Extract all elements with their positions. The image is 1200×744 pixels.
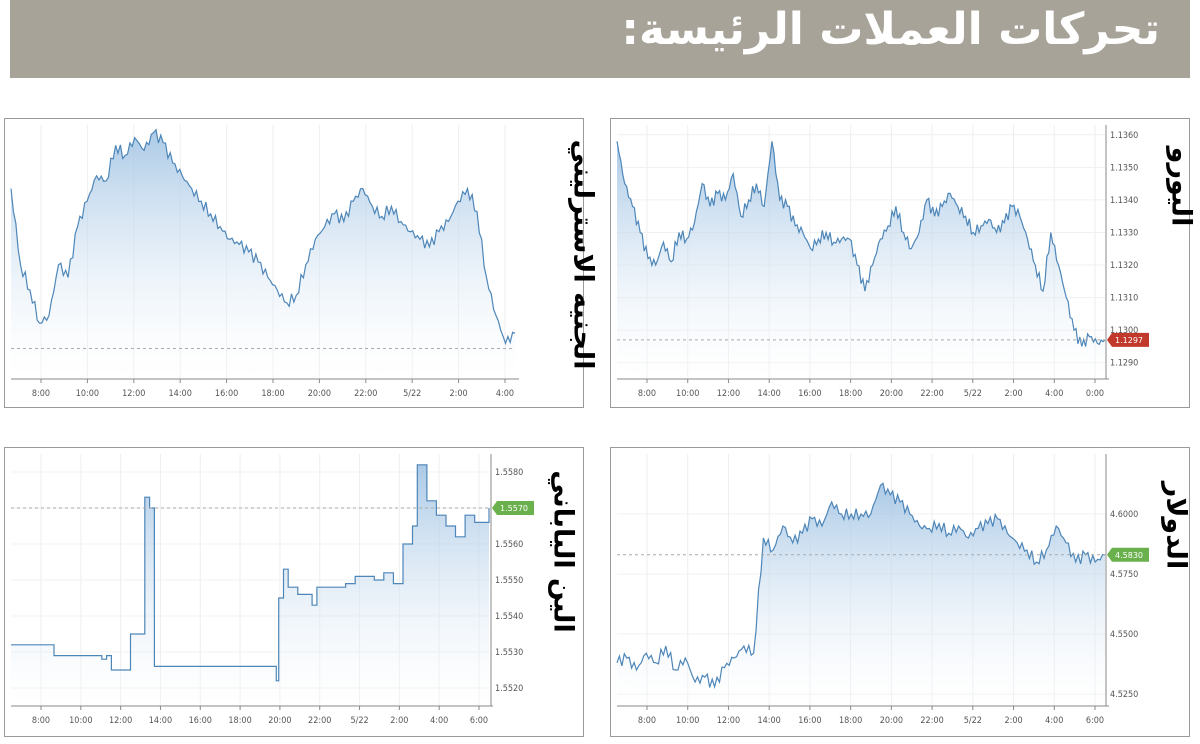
x-tick-label: 5/22	[350, 716, 368, 726]
y-tick-label: 1.1340	[1110, 196, 1138, 206]
usd-chart: 8:00 10:00 12:00 14:00 16:00 18:00 20:00 22:00 5…	[616, 454, 1149, 726]
y-tick-label: 1.5560	[495, 540, 523, 550]
x-tick-label: 14:00	[169, 389, 192, 399]
gbp-label: الجنيه الاسترليني	[567, 139, 599, 370]
y-tick-label: 1.5550	[495, 576, 523, 586]
y-tick-label: 1.1320	[1110, 261, 1138, 271]
x-tick-label: 18:00	[261, 389, 284, 399]
x-tick-label: 18:00	[228, 716, 251, 726]
x-tick-label: 18:00	[839, 389, 862, 399]
x-tick-label: 5/22	[964, 716, 982, 726]
x-tick-label: 2:00	[1004, 716, 1022, 726]
x-tick-label: 14:00	[758, 716, 781, 726]
x-tick-label: 20:00	[308, 389, 331, 399]
x-tick-label: 6:00	[1086, 716, 1104, 726]
x-tick-label: 18:00	[839, 716, 862, 726]
x-tick-label: 8:00	[32, 716, 50, 726]
x-tick-label: 8:00	[32, 389, 50, 399]
eur-chart: 8:00 10:00 12:00 14:00 16:00 18:00 20:00 22:00 5…	[616, 125, 1149, 399]
x-tick-label: 12:00	[717, 389, 740, 399]
series-line	[616, 141, 1106, 347]
last-value-label: 1.5570	[500, 504, 528, 513]
eur-chart-panel: 8:00 10:00 12:00 14:00 16:00 18:00 20:00 22:00 5…	[610, 118, 1197, 408]
area-fill	[11, 129, 515, 379]
x-tick-label: 22:00	[354, 389, 377, 399]
x-tick-label: 20:00	[268, 716, 291, 726]
x-tick-label: 10:00	[676, 389, 699, 399]
last-value-badge	[492, 501, 534, 515]
area-fill	[617, 483, 1105, 706]
x-tick-label: 14:00	[149, 716, 172, 726]
x-tick-label: 12:00	[717, 716, 740, 726]
y-tick-label: 1.5530	[495, 648, 523, 658]
x-tick-label: 22:00	[920, 716, 943, 726]
y-tick-label: 1.5540	[495, 612, 523, 622]
x-tick-label: 14:00	[758, 389, 781, 399]
usd-label: الدولار	[1160, 481, 1192, 570]
y-tick-label: 4.5750	[1110, 570, 1138, 580]
x-tick-label: 4:00	[430, 716, 448, 726]
jpy-label: الين الياباني	[547, 470, 579, 633]
last-value-badge	[1107, 332, 1149, 347]
series-line	[10, 128, 516, 346]
y-tick-label: 1.1350	[1110, 163, 1138, 173]
last-value-badge	[1107, 547, 1149, 562]
last-value-label: 4.5830	[1115, 551, 1143, 560]
gbp-chart-panel: 8:00 10:00 12:00 14:00 16:00 18:00 20:00 22:00 5…	[4, 118, 599, 408]
jpy-chart-panel: 8:00 10:00 12:00 14:00 16:00 18:00 20:00 22:00 5…	[4, 447, 584, 737]
jpy-chart: 8:00 10:00 12:00 14:00 16:00 18:00 20:00 22:00 5…	[11, 454, 534, 726]
x-tick-label: 0:00	[1086, 389, 1104, 399]
x-tick-label: 10:00	[676, 716, 699, 726]
x-tick-label: 12:00	[122, 389, 145, 399]
x-tick-label: 5/22	[403, 389, 421, 399]
y-tick-label: 1.1360	[1110, 131, 1138, 141]
x-tick-label: 4:00	[1045, 389, 1063, 399]
x-tick-label: 16:00	[798, 389, 821, 399]
x-tick-label: 16:00	[215, 389, 238, 399]
series-line	[616, 482, 1106, 689]
y-tick-label: 4.5250	[1110, 690, 1138, 700]
header-banner: تحركات العملات الرئيسة:	[10, 0, 1190, 78]
x-tick-label: 10:00	[76, 389, 99, 399]
y-tick-label: 1.5580	[495, 468, 523, 478]
x-tick-label: 8:00	[638, 716, 656, 726]
x-tick-label: 20:00	[880, 716, 903, 726]
x-tick-label: 8:00	[638, 389, 656, 399]
y-tick-label: 1.1290	[1110, 359, 1138, 369]
x-tick-label: 4:00	[1045, 716, 1063, 726]
eur-label: اليورو	[1165, 146, 1197, 227]
page-title: تحركات العملات الرئيسة:	[621, 4, 1160, 55]
y-tick-label: 1.1310	[1110, 294, 1138, 304]
y-tick-label: 4.5500	[1110, 630, 1138, 640]
y-tick-label: 1.1330	[1110, 228, 1138, 238]
x-tick-label: 4:00	[496, 389, 514, 399]
x-tick-label: 16:00	[189, 716, 212, 726]
x-tick-label: 16:00	[798, 716, 821, 726]
x-tick-label: 2:00	[450, 389, 468, 399]
y-tick-label: 1.5520	[495, 684, 523, 694]
x-tick-label: 22:00	[308, 716, 331, 726]
series-line	[11, 464, 490, 682]
x-tick-label: 5/22	[964, 389, 982, 399]
area-fill	[617, 141, 1105, 379]
usd-chart-panel: 8:00 10:00 12:00 14:00 16:00 18:00 20:00 22:00 5…	[610, 447, 1192, 737]
x-tick-label: 22:00	[920, 389, 943, 399]
x-tick-label: 2:00	[390, 716, 408, 726]
y-tick-label: 4.6000	[1110, 510, 1138, 520]
y-tick-label: 1.1300	[1110, 326, 1138, 336]
x-tick-label: 20:00	[880, 389, 903, 399]
last-value-label: 1.1297	[1115, 336, 1143, 345]
x-tick-label: 10:00	[69, 716, 92, 726]
gbp-chart: 8:00 10:00 12:00 14:00 16:00 18:00 20:00 22:00 5…	[10, 125, 519, 399]
x-tick-label: 2:00	[1004, 389, 1022, 399]
x-tick-label: 12:00	[109, 716, 132, 726]
x-tick-label: 6:00	[470, 716, 488, 726]
